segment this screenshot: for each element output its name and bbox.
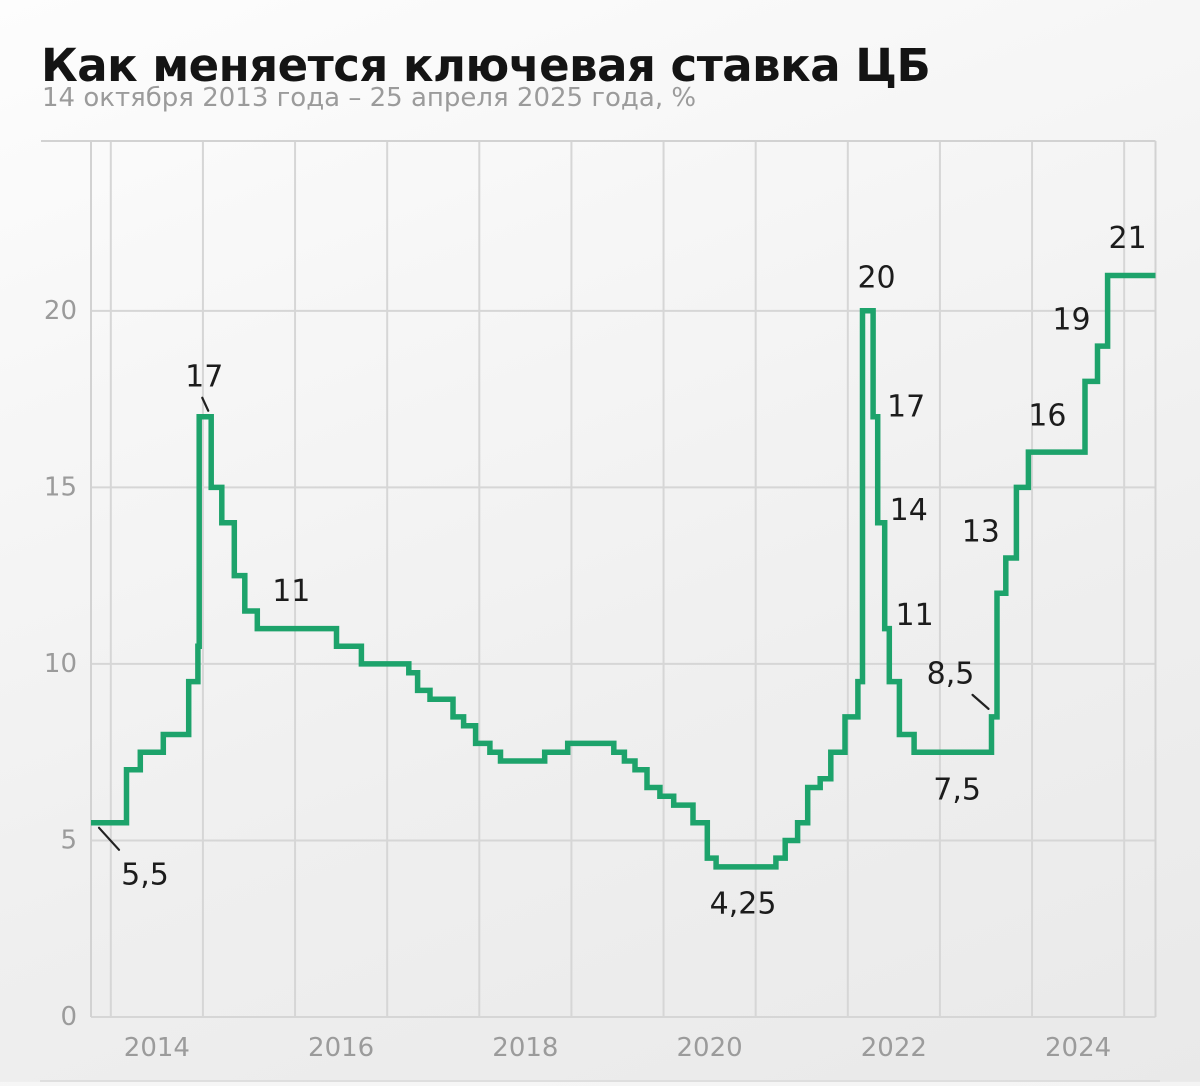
chart-subtitle: 14 октября 2013 года – 25 апреля 2025 го… — [42, 83, 697, 113]
x-tick-label-2020: 2020 — [677, 1033, 743, 1063]
x-tick-label-2024: 2024 — [1045, 1033, 1111, 1063]
annotation-7-11: 11 — [896, 598, 934, 633]
annotation-callout-0-5-5 — [97, 826, 121, 851]
annotation-9-7-5: 7,5 — [933, 773, 981, 808]
annotation-1-17: 17 — [185, 359, 223, 394]
annotation-3-4-25: 4,25 — [710, 886, 777, 921]
annotation-12-19: 19 — [1052, 303, 1090, 338]
chart-title: Как меняется ключевая ставка ЦБ — [41, 39, 931, 93]
annotation-13-21: 21 — [1109, 221, 1147, 256]
annotation-callout-1-17 — [201, 396, 210, 412]
annotation-5-17: 17 — [887, 389, 925, 424]
y-tick-label-15: 15 — [44, 472, 77, 502]
x-tick-label-2014: 2014 — [124, 1033, 190, 1063]
key-rate-line — [91, 272, 1156, 870]
annotation-10-13: 13 — [962, 514, 1000, 549]
annotation-0-5-5: 5,5 — [121, 857, 169, 892]
x-tick-label-2018: 2018 — [492, 1033, 558, 1063]
footer-strip — [0, 1081, 1200, 1086]
y-tick-label-10: 10 — [44, 649, 77, 679]
y-tick-label-5: 5 — [60, 825, 77, 855]
annotation-11-16: 16 — [1028, 399, 1066, 434]
annotation-4-20: 20 — [857, 260, 895, 295]
y-tick-label-20: 20 — [44, 296, 77, 326]
annotation-2-11: 11 — [272, 574, 310, 609]
annotation-callout-8-8-5 — [971, 693, 990, 710]
annotation-8-8-5: 8,5 — [927, 656, 975, 691]
y-tick-label-0: 0 — [60, 1002, 77, 1032]
x-tick-label-2022: 2022 — [861, 1033, 927, 1063]
x-tick-label-2016: 2016 — [308, 1033, 374, 1063]
annotation-6-14: 14 — [890, 493, 928, 528]
